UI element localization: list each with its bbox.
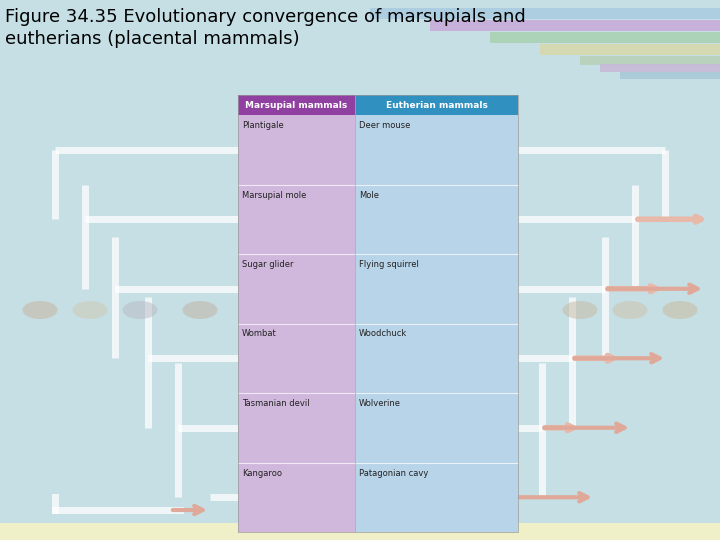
Text: Wombat: Wombat xyxy=(242,329,276,339)
Text: Eutherian mammals: Eutherian mammals xyxy=(386,100,487,110)
Bar xyxy=(355,95,518,532)
Text: Sugar glider: Sugar glider xyxy=(242,260,294,269)
Ellipse shape xyxy=(122,301,158,319)
Bar xyxy=(600,64,720,72)
Ellipse shape xyxy=(22,301,58,319)
Bar xyxy=(370,8,720,19)
Bar xyxy=(0,523,720,540)
Text: Marsupial mole: Marsupial mole xyxy=(242,191,307,199)
Text: Mole: Mole xyxy=(359,191,379,199)
Ellipse shape xyxy=(562,301,598,319)
Bar xyxy=(355,95,518,115)
Bar xyxy=(580,56,720,65)
Bar xyxy=(620,72,720,79)
Bar xyxy=(540,44,720,55)
Bar xyxy=(430,20,720,31)
Bar xyxy=(238,95,355,115)
Ellipse shape xyxy=(182,301,217,319)
Text: Deer mouse: Deer mouse xyxy=(359,121,410,130)
Text: Patagonian cavy: Patagonian cavy xyxy=(359,469,428,477)
Text: Plantigale: Plantigale xyxy=(242,121,284,130)
Text: Tasmanian devil: Tasmanian devil xyxy=(242,399,310,408)
Text: Figure 34.35 Evolutionary convergence of marsupials and: Figure 34.35 Evolutionary convergence of… xyxy=(5,8,526,26)
Ellipse shape xyxy=(662,301,698,319)
Text: Woodchuck: Woodchuck xyxy=(359,329,408,339)
Ellipse shape xyxy=(73,301,107,319)
Text: Marsupial mammals: Marsupial mammals xyxy=(246,100,348,110)
Bar xyxy=(238,95,518,532)
Bar xyxy=(238,95,518,532)
Text: Wolverine: Wolverine xyxy=(359,399,401,408)
Text: Flying squirrel: Flying squirrel xyxy=(359,260,419,269)
Ellipse shape xyxy=(613,301,647,319)
Bar xyxy=(490,32,720,43)
Text: Kangaroo: Kangaroo xyxy=(242,469,282,477)
Text: eutherians (placental mammals): eutherians (placental mammals) xyxy=(5,30,300,48)
